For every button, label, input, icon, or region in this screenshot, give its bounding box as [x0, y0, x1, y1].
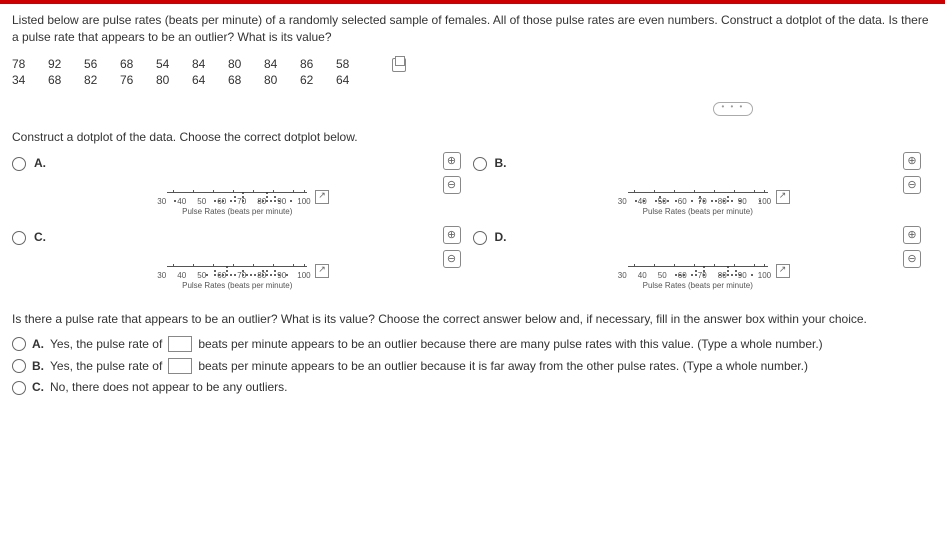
radio-b[interactable] [473, 157, 487, 171]
expand-plot-icon[interactable] [776, 264, 790, 278]
answer-c-label: C. [32, 380, 44, 394]
data-value: 76 [120, 72, 156, 88]
zoom-in-icon[interactable]: ⊕ [903, 226, 921, 244]
question-text: Listed below are pulse rates (beats per … [12, 12, 933, 46]
data-value: 68 [48, 72, 84, 88]
option-d-label: D. [495, 230, 515, 244]
data-value: 78 [12, 56, 48, 72]
data-value: 34 [12, 72, 48, 88]
section-divider-icon[interactable] [713, 102, 753, 116]
answer-a-prefix: Yes, the pulse rate of [50, 337, 162, 351]
expand-plot-icon[interactable] [776, 190, 790, 204]
answer-b-row: B. Yes, the pulse rate of beats per minu… [12, 358, 933, 374]
data-value: 64 [192, 72, 228, 88]
option-b-label: B. [495, 156, 515, 170]
zoom-out-icon[interactable]: ⊖ [443, 176, 461, 194]
data-value: 84 [192, 56, 228, 72]
data-value: 68 [120, 56, 156, 72]
answer-b-label: B. [32, 359, 44, 373]
data-value: 68 [228, 72, 264, 88]
data-value: 80 [156, 72, 192, 88]
copy-data-icon[interactable] [392, 58, 406, 72]
answer-c-row: C. No, there does not appear to be any o… [12, 380, 933, 395]
answer-radio-c[interactable] [12, 381, 26, 395]
answer-b-suffix: beats per minute appears to be an outlie… [198, 359, 808, 373]
data-value: 86 [300, 56, 336, 72]
zoom-out-icon[interactable]: ⊖ [443, 250, 461, 268]
axis-label: Pulse Rates (beats per minute) [628, 281, 768, 290]
answer-radio-a[interactable] [12, 337, 26, 351]
data-value: 82 [84, 72, 120, 88]
data-value: 58 [336, 56, 372, 72]
option-a-label: A. [34, 156, 54, 170]
answer-b-prefix: Yes, the pulse rate of [50, 359, 162, 373]
answer-a-label: A. [32, 337, 44, 351]
radio-c[interactable] [12, 231, 26, 245]
expand-plot-icon[interactable] [315, 264, 329, 278]
data-value: 62 [300, 72, 336, 88]
radio-d[interactable] [473, 231, 487, 245]
answer-radio-b[interactable] [12, 359, 26, 373]
data-table: 78925668548480848658 3468827680646880626… [12, 56, 933, 88]
option-c-label: C. [34, 230, 54, 244]
option-a: A. 30405060708090100Pulse Rates (beats p… [12, 152, 473, 226]
option-d: D. 30405060708090100Pulse Rates (beats p… [473, 226, 934, 300]
data-value: 54 [156, 56, 192, 72]
data-value: 80 [264, 72, 300, 88]
answer-b-input[interactable] [168, 358, 192, 374]
expand-plot-icon[interactable] [315, 190, 329, 204]
data-value: 84 [264, 56, 300, 72]
axis-label: Pulse Rates (beats per minute) [167, 207, 307, 216]
zoom-in-icon[interactable]: ⊕ [903, 152, 921, 170]
axis-label: Pulse Rates (beats per minute) [167, 281, 307, 290]
answer-a-input[interactable] [168, 336, 192, 352]
data-value: 92 [48, 56, 84, 72]
outlier-question: Is there a pulse rate that appears to be… [12, 312, 933, 326]
answer-a-suffix: beats per minute appears to be an outlie… [198, 337, 822, 351]
data-value: 80 [228, 56, 264, 72]
option-c: C. 30405060708090100Pulse Rates (beats p… [12, 226, 473, 300]
zoom-in-icon[interactable]: ⊕ [443, 152, 461, 170]
answer-c-text: No, there does not appear to be any outl… [50, 380, 288, 394]
zoom-in-icon[interactable]: ⊕ [443, 226, 461, 244]
dotplot-instruction: Construct a dotplot of the data. Choose … [12, 130, 933, 144]
axis-label: Pulse Rates (beats per minute) [628, 207, 768, 216]
answer-a-row: A. Yes, the pulse rate of beats per minu… [12, 336, 933, 352]
data-value: 56 [84, 56, 120, 72]
zoom-out-icon[interactable]: ⊖ [903, 176, 921, 194]
radio-a[interactable] [12, 157, 26, 171]
data-value: 64 [336, 72, 372, 88]
dotplot-options: A. 30405060708090100Pulse Rates (beats p… [12, 152, 933, 300]
zoom-out-icon[interactable]: ⊖ [903, 250, 921, 268]
option-b: B. 30405060708090100Pulse Rates (beats p… [473, 152, 934, 226]
